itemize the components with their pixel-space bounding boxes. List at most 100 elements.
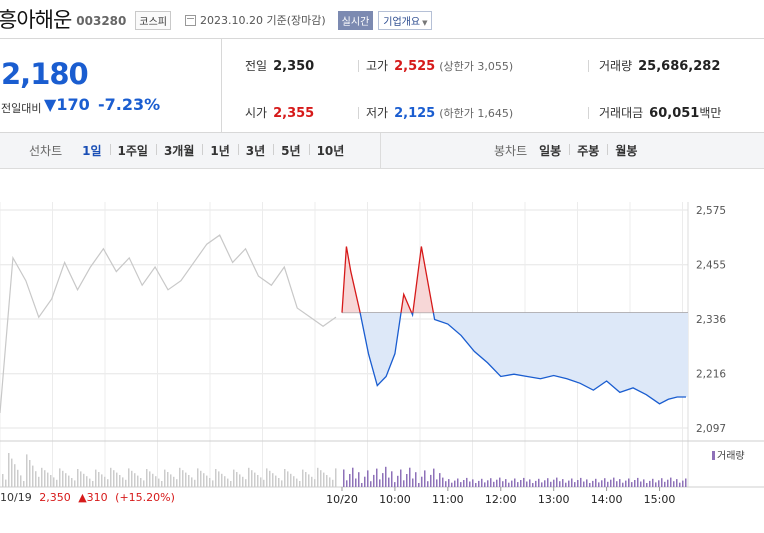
volume-bar-prev <box>128 468 130 487</box>
tab-1w[interactable]: 1주일 <box>109 142 156 159</box>
stat-value: 25,686,282 <box>638 59 721 74</box>
volume-bar-prev <box>260 477 262 487</box>
volume-bar-today <box>568 480 570 487</box>
volume-bar-prev <box>38 476 40 487</box>
volume-bar-today <box>649 480 651 487</box>
volume-bar-today <box>430 474 432 487</box>
volume-bar-prev <box>266 468 268 487</box>
stat-prev-close: 전일 2,350 <box>245 57 314 74</box>
down-triangle-icon: ▼ <box>44 95 57 114</box>
volume-bar-prev <box>143 480 145 487</box>
tab-monthly[interactable]: 월봉 <box>607 142 645 159</box>
tab-daily[interactable]: 일봉 <box>539 144 562 158</box>
volume-bar-prev <box>284 469 286 487</box>
volume-bar-today <box>523 477 525 487</box>
caret-down-icon: ▼ <box>422 18 428 27</box>
volume-bar-today <box>550 481 552 487</box>
volume-bar-today <box>670 477 672 487</box>
volume-bar-prev <box>176 479 178 487</box>
live-badge[interactable]: 실시간 <box>337 10 374 30</box>
company-info-label: 기업개요 <box>383 16 421 28</box>
volume-bar-prev <box>263 479 265 487</box>
volume-bar-today <box>496 479 498 487</box>
volume-bar-today <box>655 482 657 487</box>
volume-bar-prev <box>74 480 76 487</box>
volume-bar-today <box>652 478 654 487</box>
volume-bar-today <box>478 480 480 487</box>
volume-bar-today <box>394 482 396 487</box>
tab-1d[interactable]: 1일 <box>82 144 102 158</box>
tab-weekly[interactable]: 주봉 <box>569 142 607 159</box>
volume-bar-prev <box>230 481 232 487</box>
volume-bar-today <box>454 480 456 487</box>
volume-bar-prev <box>293 476 295 487</box>
volume-bar-today <box>517 482 519 487</box>
volume-bar-today <box>397 475 399 487</box>
volume-bar-prev <box>278 478 280 487</box>
prev-change: ▲310 <box>78 491 108 504</box>
candle-tabs: 봉차트 일봉 주봉 월봉 <box>381 133 764 168</box>
volume-bar-today <box>532 483 534 487</box>
stat-value: 2,355 <box>273 106 315 121</box>
volume-bar-prev <box>248 467 250 487</box>
volume-bar-prev <box>185 472 187 487</box>
stat-label: 시가 <box>245 106 268 120</box>
volume-bar-prev <box>269 470 271 487</box>
y-tick-label: 2,097 <box>696 423 726 435</box>
volume-bar-today <box>586 479 588 487</box>
candle-chart-caption: 봉차트 <box>494 144 528 158</box>
company-info-button[interactable]: 기업개요 ▼ <box>378 10 433 30</box>
volume-bar-prev <box>47 472 49 487</box>
volume-bar-today <box>664 481 666 487</box>
volume-bar-today <box>676 479 678 487</box>
volume-bar-today <box>589 483 591 487</box>
volume-bar-today <box>367 470 369 487</box>
tab-1y[interactable]: 1년 <box>202 142 237 159</box>
prev-day-summary: 10/19 2,350 ▲310 (+15.20%) <box>0 491 175 504</box>
volume-bar-prev <box>125 479 127 487</box>
volume-bar-prev <box>329 477 331 487</box>
volume-bar-today <box>508 482 510 487</box>
tab-3m[interactable]: 3개월 <box>155 142 202 159</box>
x-tick-label: 15:00 <box>644 493 676 506</box>
volume-bar-prev <box>227 478 229 487</box>
volume-bar-today <box>385 466 387 487</box>
tab-5y[interactable]: 5년 <box>273 142 308 159</box>
x-tick-label: 13:00 <box>538 493 570 506</box>
change-label: 전일대비 <box>1 102 42 115</box>
volume-bar-prev <box>182 470 184 487</box>
volume-bar-prev <box>68 475 70 487</box>
volume-bar-prev <box>212 480 214 487</box>
volume-bar-prev <box>326 475 328 487</box>
volume-bar-prev <box>131 470 133 487</box>
price-chart[interactable]: 2,575 2,455 2,336 2,216 2,097 10/20 10:00 11:00… <box>0 169 764 533</box>
volume-bar-prev <box>203 473 205 487</box>
volume-bar-prev <box>296 478 298 487</box>
volume-bar-today <box>547 478 549 487</box>
volume-bar-prev <box>62 470 64 487</box>
volume-bar-today <box>349 474 351 487</box>
volume-bar-today <box>610 479 612 487</box>
tab-10y[interactable]: 10년 <box>308 142 353 159</box>
volume-bar-today <box>502 481 504 487</box>
volume-bar-today <box>619 479 621 487</box>
today-fill-below <box>342 312 688 404</box>
price-summary: 2,180 전일대비 ▼170 -7.23% <box>0 39 222 133</box>
volume-bar-today <box>616 481 618 487</box>
volume-bar-today <box>577 480 579 487</box>
volume-bar-today <box>622 482 624 487</box>
volume-bar-today <box>526 481 528 487</box>
volume-bar-prev <box>104 476 106 487</box>
tab-3y[interactable]: 3년 <box>237 142 273 159</box>
volume-bar-prev <box>170 474 172 487</box>
volume-bar-prev <box>2 474 4 487</box>
stat-open: 시가 2,355 <box>245 104 314 121</box>
volume-bar-today <box>574 482 576 487</box>
volume-bar-prev <box>305 472 307 487</box>
today-line-down <box>342 312 686 405</box>
volume-bar-today <box>541 482 543 487</box>
volume-bar-prev <box>152 473 154 487</box>
divider <box>358 107 359 119</box>
volume-bar-prev <box>200 470 202 487</box>
volume-bar-prev <box>86 476 88 487</box>
